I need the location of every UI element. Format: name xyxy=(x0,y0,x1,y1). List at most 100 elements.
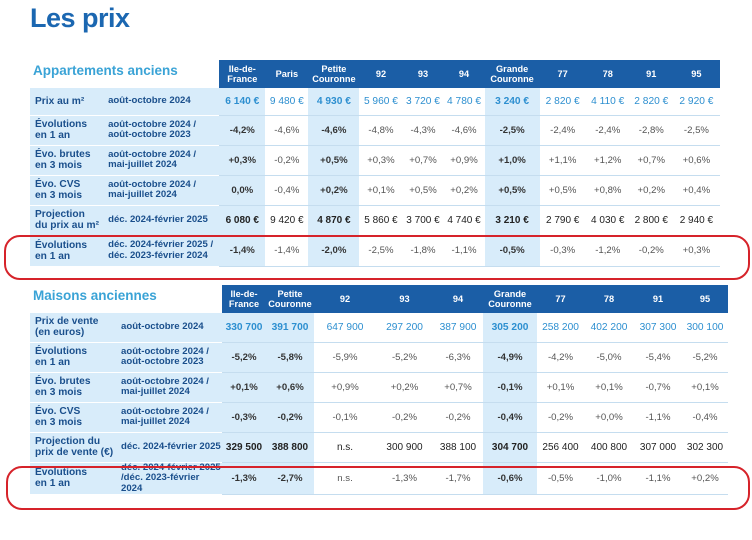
line-1: 94 xyxy=(452,294,464,304)
table-cell: 3 720 € xyxy=(402,88,444,116)
line-2: août-octobre 2023 xyxy=(121,356,204,367)
table-cell: +0,1% xyxy=(359,175,403,206)
column-header: 78 xyxy=(585,60,630,88)
line-2: France xyxy=(228,299,260,309)
row-period: déc. 2024-février 2025 /déc. 2023-févrie… xyxy=(105,235,220,267)
table-cell: -1,8% xyxy=(402,235,444,267)
table-cell: 400 800 xyxy=(584,432,634,463)
row-label: Évo. CVS en 3 mois xyxy=(30,402,118,433)
table-cell: -0,2% xyxy=(266,402,314,433)
table-cell: +0,7% xyxy=(402,145,444,176)
line-2: (en euros) xyxy=(35,327,85,339)
line-1: 91 xyxy=(646,69,657,79)
line-2: Couronne xyxy=(312,74,356,84)
table-row: Évolutions en 1 an déc. 2024-février 2025/… xyxy=(30,462,728,495)
line-1: Paris xyxy=(275,69,299,79)
table-cell: +1,0% xyxy=(484,145,540,176)
row-period: déc. 2024-février 2025 xyxy=(105,205,220,236)
line-1: 94 xyxy=(458,69,470,79)
table-cell: -2,5% xyxy=(672,115,720,146)
line-1: Évo. brutes xyxy=(35,376,91,387)
table-cell: -5,4% xyxy=(634,342,682,373)
table-cell: -1,7% xyxy=(433,462,483,495)
table-cell: 4 780 € xyxy=(443,88,485,116)
line-2: Couronne xyxy=(268,299,312,309)
table-cell: 9 420 € xyxy=(265,205,309,236)
section-title-appartements: Appartements anciens xyxy=(33,63,178,78)
table-cell: 2 920 € xyxy=(672,88,720,116)
row-label: Projection du prix de vente (€) xyxy=(30,432,118,463)
table-row: Prix au m² août-octobre 2024 6 140 €9 480 … xyxy=(30,88,720,116)
table-cell: -0,5% xyxy=(484,235,540,267)
table-cell: -2,5% xyxy=(359,235,403,267)
table-cell: -1,4% xyxy=(265,235,309,267)
line-2: mai-juillet 2024 xyxy=(108,189,177,200)
maisons-table: Ile-de- France Petite Couronne 92 93 94 Grande C… xyxy=(30,285,728,495)
header-row: Ile-de- France Petite Couronne 92 93 94 Grande C… xyxy=(30,285,728,313)
line-1: 95 xyxy=(691,69,702,79)
line-1: déc. 2024-février 2025 xyxy=(121,462,221,473)
table-cell: +0,2% xyxy=(443,175,485,206)
table-cell: +0,5% xyxy=(539,175,586,206)
table-cell: -4,6% xyxy=(265,115,309,146)
line-2: mai-juillet 2024 xyxy=(108,159,177,170)
table-cell: -1,3% xyxy=(376,462,433,495)
table-cell: -4,6% xyxy=(443,115,485,146)
table-row: Évo. CVS en 3 mois août-octobre 2024 /mai-… xyxy=(30,402,728,433)
table-cell: n.s. xyxy=(314,432,376,463)
table-cell: 5 960 € xyxy=(359,88,403,116)
table-cell: 4 030 € xyxy=(585,205,630,236)
line-2: du prix au m² xyxy=(35,220,99,231)
table-cell: -1,0% xyxy=(584,462,634,495)
table-cell: +1,2% xyxy=(585,145,630,176)
table-cell: +0,4% xyxy=(672,175,720,206)
line-1: 93 xyxy=(417,69,429,79)
table-cell: -5,8% xyxy=(266,342,314,373)
header-blank xyxy=(30,285,118,313)
table-cell: 307 000 xyxy=(634,432,682,463)
table-row: Évolutions en 1 an août-octobre 2024 /août… xyxy=(30,342,728,373)
section-title-maisons: Maisons anciennes xyxy=(33,288,157,303)
row-label: Évolutions en 1 an xyxy=(30,462,118,495)
table-cell: -1,4% xyxy=(219,235,266,267)
line-1: Évolutions xyxy=(35,346,88,357)
line-1: Évolutions xyxy=(35,467,88,479)
column-header: Petite Couronne xyxy=(266,285,314,313)
table-row: Évo. CVS en 3 mois août-octobre 2024 /mai-… xyxy=(30,175,720,206)
header-blank xyxy=(118,285,222,313)
table-cell: +0,3% xyxy=(359,145,403,176)
line-2: en 1 an xyxy=(35,250,71,262)
table-cell: -4,2% xyxy=(219,115,266,146)
table-cell: 304 700 xyxy=(483,432,537,463)
table-cell: 2 820 € xyxy=(629,88,673,116)
table-cell: 4 930 € xyxy=(308,88,360,116)
table-cell: 4 110 € xyxy=(585,88,630,116)
header-blank xyxy=(30,60,105,88)
table-cell: 0,0% xyxy=(219,175,266,206)
table-cell: -4,8% xyxy=(359,115,403,146)
line-2: Couronne xyxy=(488,299,532,309)
row-label: Évolutions en 1 an xyxy=(30,342,118,373)
table-cell: -1,1% xyxy=(443,235,485,267)
row-label: Prix au m² xyxy=(30,88,106,116)
table-cell: -4,9% xyxy=(483,342,537,373)
table-cell: +0,1% xyxy=(537,372,584,403)
line-2: mai-juillet 2024 xyxy=(121,386,190,397)
line-1: déc. 2024-février 2025 xyxy=(121,440,221,452)
table-cell: +0,5% xyxy=(484,175,540,206)
table-cell: +1,1% xyxy=(539,145,586,176)
line-1: Projection du xyxy=(35,436,101,447)
row-label: Prix de vente (en euros) xyxy=(30,313,118,343)
table-cell: 4 740 € xyxy=(443,205,485,236)
table-cell: 307 300 xyxy=(634,313,682,343)
column-header: 94 xyxy=(443,60,485,88)
table-cell: 329 500 xyxy=(222,432,266,463)
table-cell: +0,1% xyxy=(682,372,728,403)
row-period: août-octobre 2024 /mai-juillet 2024 xyxy=(118,402,222,433)
column-header: 95 xyxy=(672,60,720,88)
line-1: 95 xyxy=(699,294,711,304)
table-cell: -0,2% xyxy=(537,402,584,433)
line-2: août-octobre 2023 xyxy=(108,129,191,140)
line-2: en 1 an xyxy=(35,357,71,368)
row-period: août-octobre 2024 xyxy=(105,88,220,116)
